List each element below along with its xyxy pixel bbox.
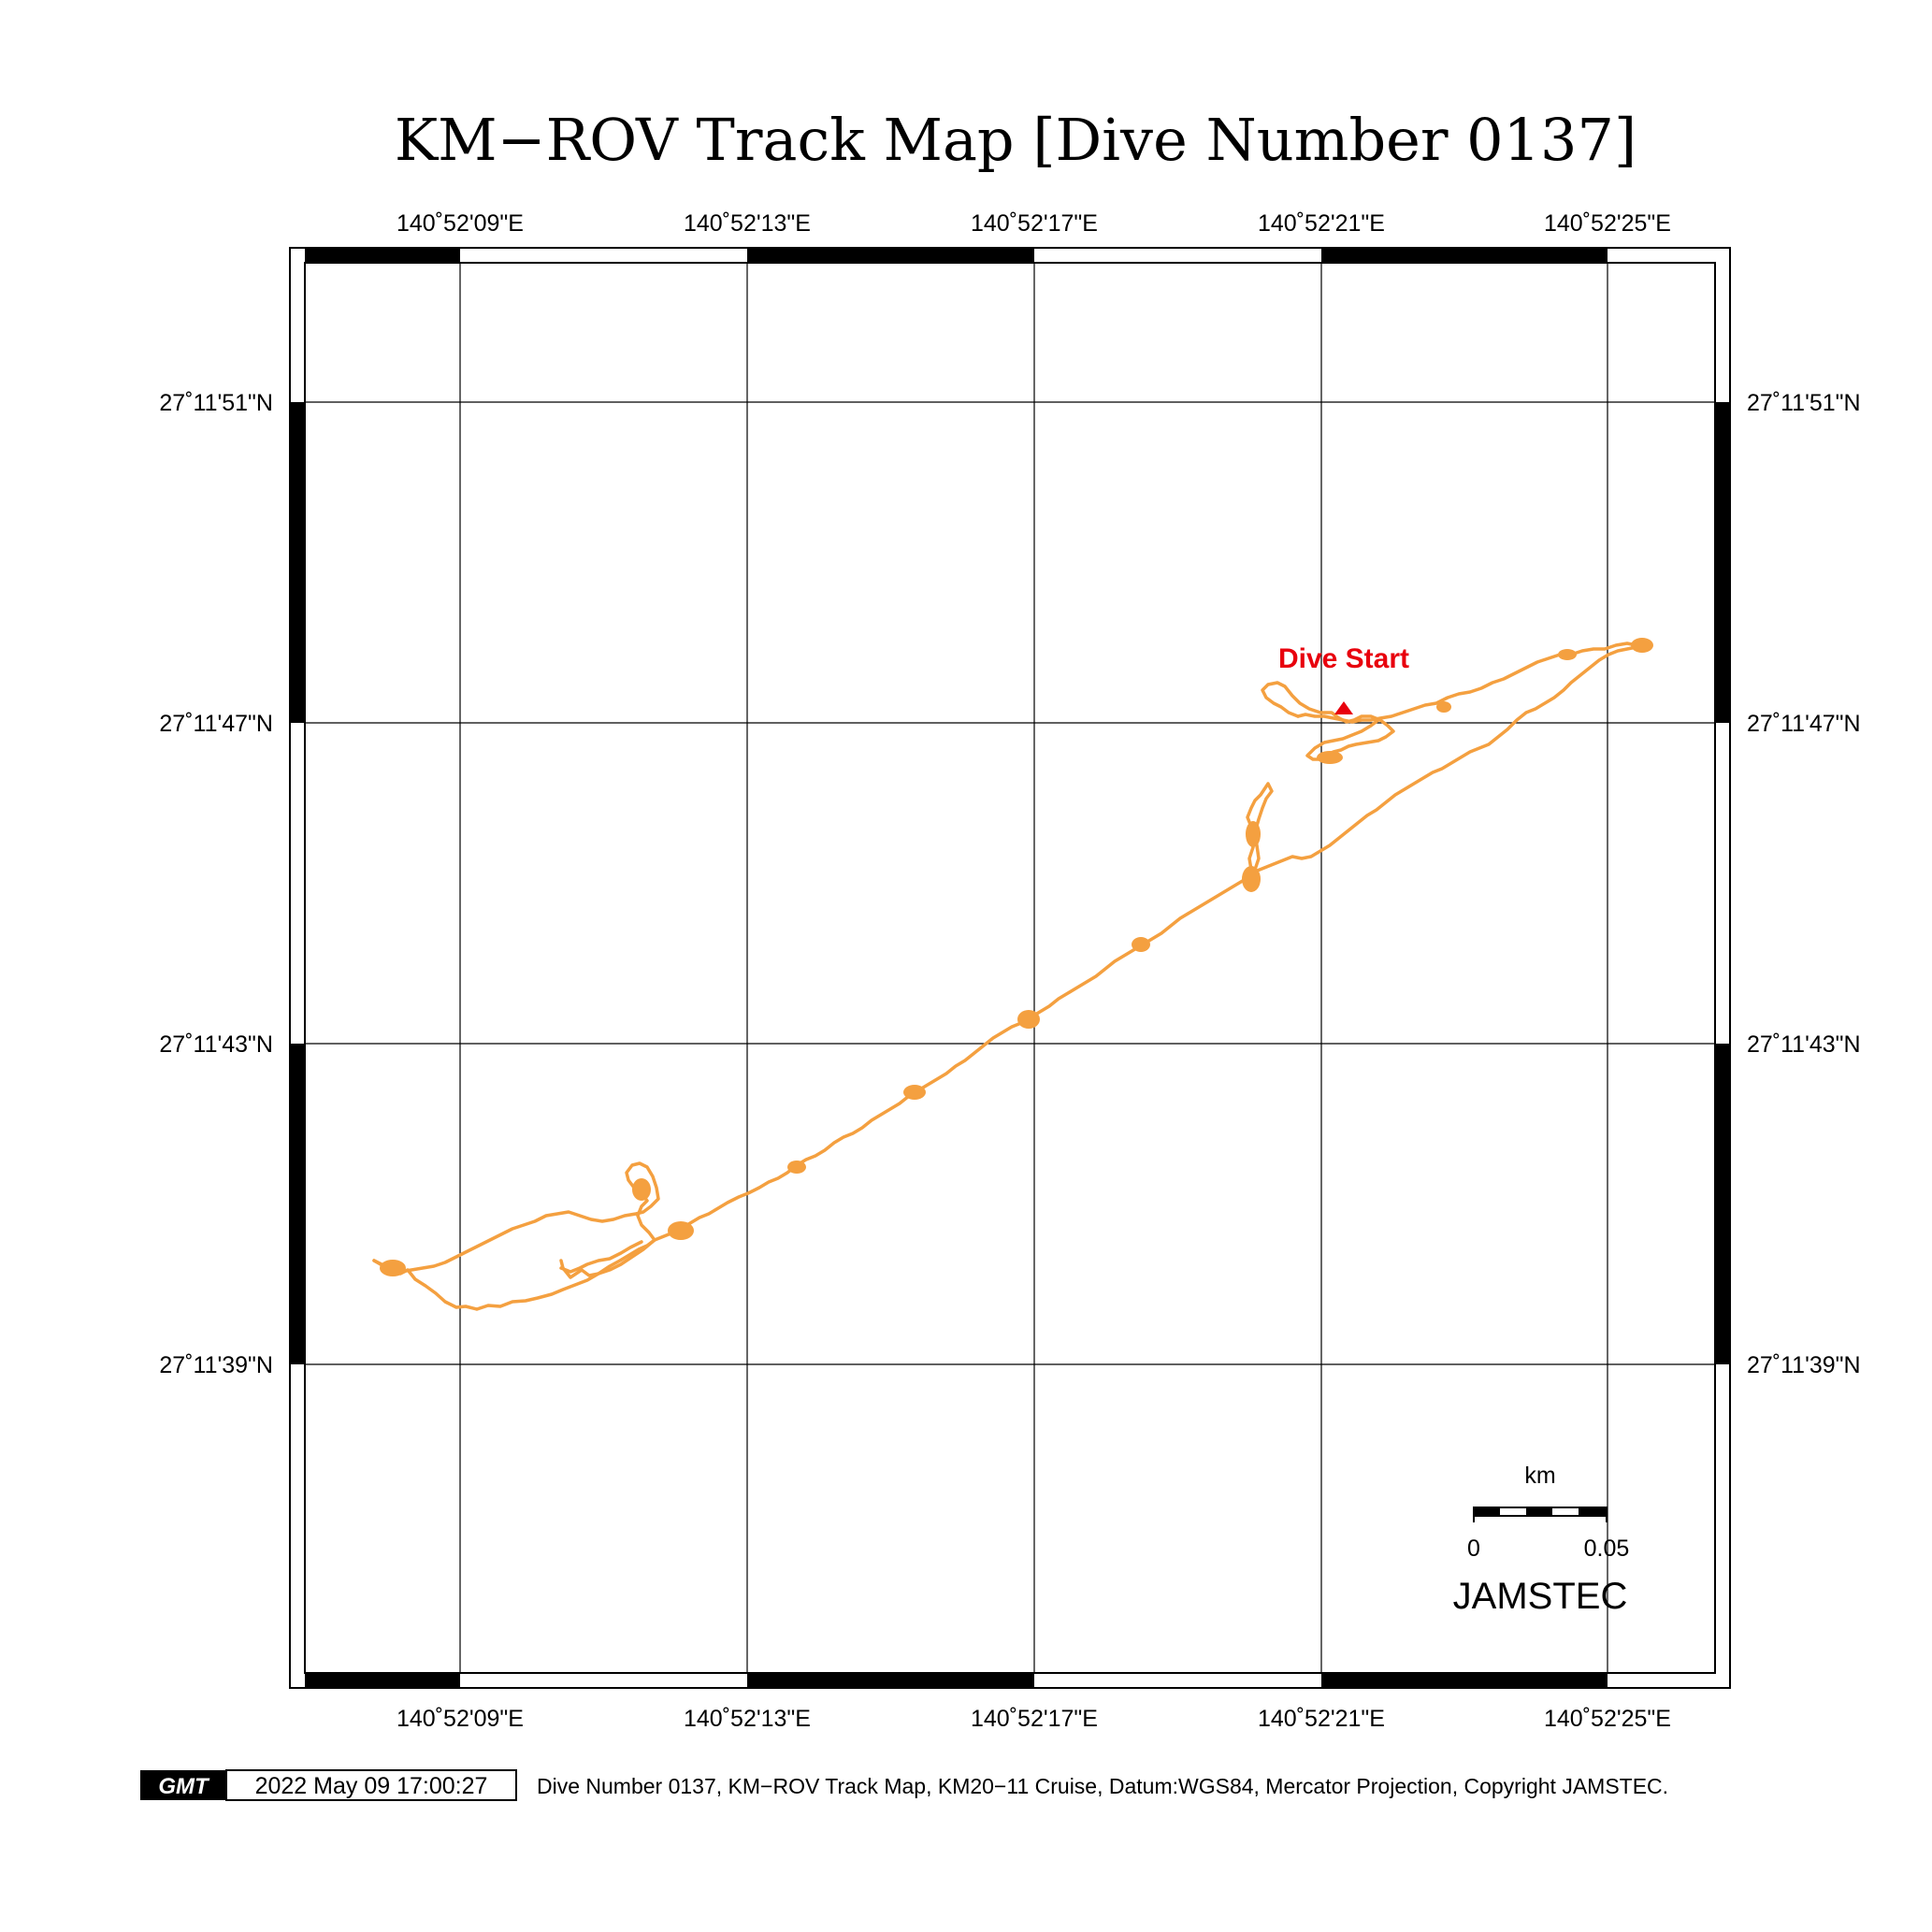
dive-start-label: Dive Start xyxy=(1278,643,1409,674)
svg-text:GMT: GMT xyxy=(158,1774,210,1799)
lon-label-top: 140˚52'25"E xyxy=(1544,210,1671,237)
lon-label-bottom: 140˚52'21"E xyxy=(1258,1706,1385,1732)
lat-label-right: 27˚11'39"N xyxy=(1747,1352,1861,1378)
lat-label-left: 27˚11'51"N xyxy=(159,390,273,416)
lon-label-bottom: 140˚52'13"E xyxy=(684,1706,811,1732)
lat-label-right: 27˚11'51"N xyxy=(1747,390,1861,416)
dive-start-marker xyxy=(1334,701,1353,714)
scale-right-label: 0.05 xyxy=(1584,1536,1630,1562)
footer-caption: Dive Number 0137, KM−ROV Track Map, KM20… xyxy=(537,1774,1668,1798)
lon-label-top: 140˚52'09"E xyxy=(396,210,524,237)
lon-label-bottom: 140˚52'17"E xyxy=(971,1706,1098,1732)
lat-label-left: 27˚11'47"N xyxy=(159,711,273,737)
scale-left-label: 0 xyxy=(1467,1536,1480,1562)
map-title: KM−ROV Track Map [Dive Number 0137] xyxy=(395,106,1636,174)
map-frame xyxy=(289,247,1731,1689)
lon-label-top: 140˚52'17"E xyxy=(971,210,1098,237)
lat-label-right: 27˚11'47"N xyxy=(1747,711,1861,737)
lon-label-bottom: 140˚52'25"E xyxy=(1544,1706,1671,1732)
graticule xyxy=(305,263,1715,1673)
lat-label-left: 27˚11'43"N xyxy=(159,1031,273,1058)
scale-unit: km xyxy=(1524,1463,1555,1489)
lat-label-left: 27˚11'39"N xyxy=(159,1352,273,1378)
gmt-logo: GMT xyxy=(140,1770,226,1800)
timestamp: 2022 May 09 17:00:27 xyxy=(255,1773,488,1799)
lon-label-top: 140˚52'21"E xyxy=(1258,210,1385,237)
lon-label-bottom: 140˚52'09"E xyxy=(396,1706,524,1732)
lat-label-right: 27˚11'43"N xyxy=(1747,1031,1861,1058)
org-label: JAMSTEC xyxy=(1453,1576,1628,1617)
timestamp-box: 2022 May 09 17:00:27 xyxy=(225,1769,517,1801)
track-clusters xyxy=(380,638,1653,1276)
lon-label-top: 140˚52'13"E xyxy=(684,210,811,237)
scale-bar: km 0 0.05 xyxy=(1467,1463,1629,1562)
